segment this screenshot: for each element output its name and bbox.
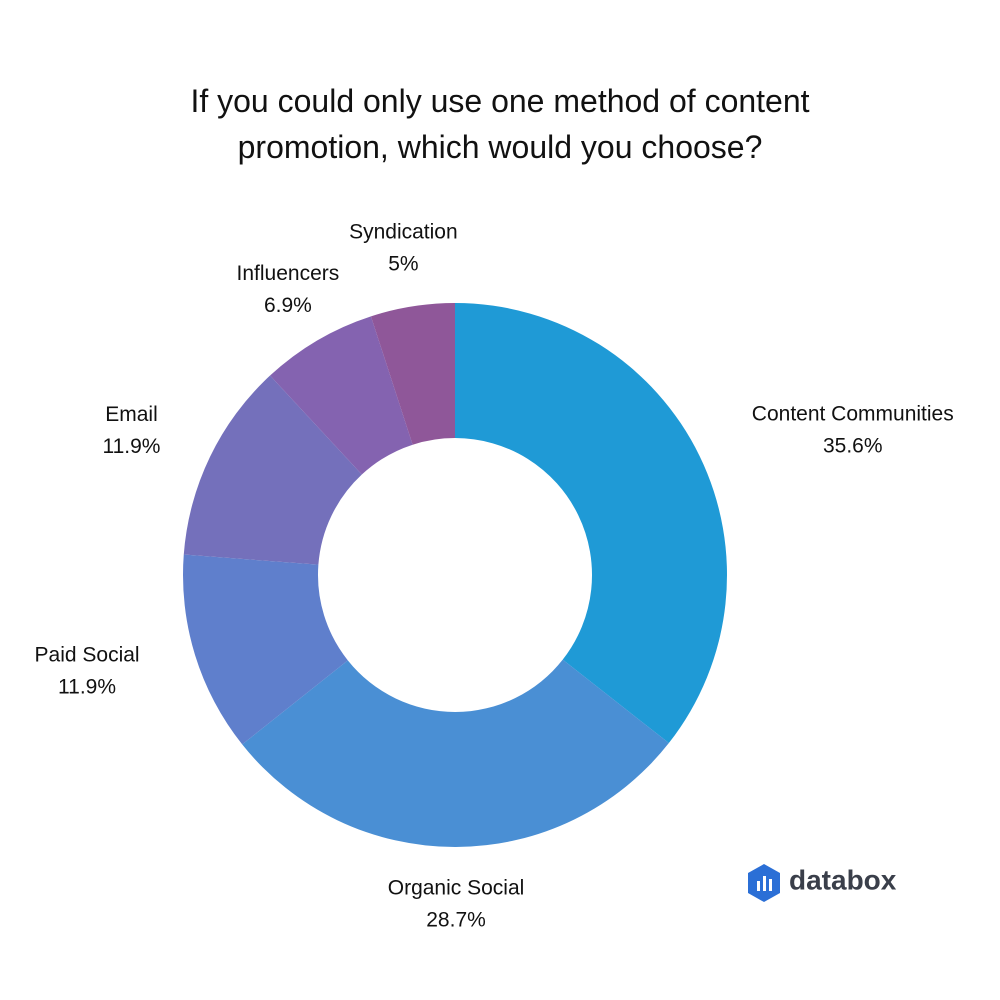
- slice-label: Content Communities: [752, 402, 954, 425]
- logo-bar: [757, 881, 760, 891]
- brand-logo: databox: [748, 864, 897, 902]
- slice-value: 11.9%: [58, 676, 116, 699]
- slice-value: 28.7%: [426, 909, 486, 932]
- chart-title: If you could only use one method of cont…: [190, 83, 810, 165]
- slice-label: Organic Social: [388, 877, 525, 900]
- donut-slice: [270, 316, 413, 475]
- slice-label: Syndication: [349, 221, 458, 244]
- slice-value: 11.9%: [102, 435, 160, 458]
- donut-slice: [455, 303, 727, 744]
- donut-slice: [370, 303, 455, 445]
- donut-slice: [183, 375, 362, 565]
- slice-label: Email: [105, 403, 158, 426]
- slice-value: 6.9%: [264, 294, 312, 317]
- donut-slice: [242, 659, 669, 848]
- slice-value: 35.6%: [823, 434, 883, 457]
- brand-name: databox: [789, 864, 897, 895]
- slice-label: Influencers: [237, 262, 340, 285]
- logo-bar: [769, 879, 772, 891]
- slice-label: Paid Social: [35, 644, 140, 667]
- donut-slice: [183, 554, 348, 745]
- slice-value: 5%: [388, 253, 418, 276]
- logo-bar: [763, 876, 766, 891]
